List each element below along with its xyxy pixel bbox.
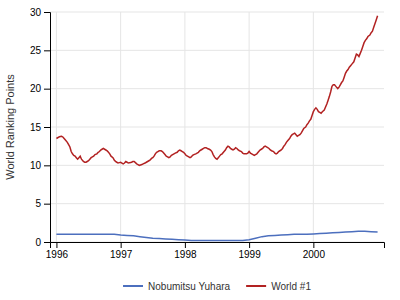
y-tick-mark — [44, 89, 50, 90]
y-tick-mark — [44, 50, 50, 51]
legend-label: World #1 — [271, 281, 311, 292]
y-tick-label: 15 — [30, 122, 42, 133]
y-tick-label: 25 — [30, 45, 42, 56]
grid-line-x — [313, 12, 314, 242]
x-tick: 2000 — [303, 242, 326, 260]
grid-line-y — [50, 12, 384, 13]
y-tick-label: 5 — [35, 198, 41, 209]
y-tick-mark — [44, 204, 50, 205]
y-tick: 15 — [30, 122, 50, 133]
y-tick: 0 — [35, 237, 50, 248]
grid-line-x — [184, 12, 185, 242]
series-line — [56, 231, 377, 240]
grid-line-y — [50, 50, 384, 51]
legend: Nobumitsu Yuhara World #1 — [123, 281, 311, 292]
y-tick: 30 — [30, 7, 50, 18]
x-tick-mark — [185, 242, 186, 248]
x-tick-label: 1996 — [46, 249, 69, 260]
grid-line-y — [50, 165, 384, 166]
y-tick-mark — [44, 165, 50, 166]
grid-line-y — [50, 127, 384, 128]
x-tick: 1998 — [174, 242, 197, 260]
grid-line-x — [249, 12, 250, 242]
legend-swatch — [246, 285, 266, 287]
legend-swatch — [123, 285, 143, 287]
grid-line-y — [50, 88, 384, 89]
y-tick-mark — [44, 12, 50, 13]
grid-line-x — [56, 12, 57, 242]
x-tick-mark — [121, 242, 122, 248]
x-tick: 1999 — [238, 242, 261, 260]
series-line — [56, 16, 377, 166]
y-axis-title: World Ranking Points — [4, 74, 16, 180]
x-tick-mark — [56, 242, 57, 248]
x-tick-mark — [313, 242, 314, 248]
x-axis-line — [51, 243, 385, 249]
y-axis-line — [44, 13, 51, 243]
x-tick-mark — [249, 242, 250, 248]
y-axis: 0 5 10 15 20 25 30 — [30, 7, 51, 248]
lines — [56, 16, 377, 241]
x-axis: 1996 1997 1998 1999 2000 — [46, 242, 385, 260]
x-tick-label: 1999 — [238, 249, 261, 260]
chart-container: 1996 1997 1998 1999 2000 0 5 10 15 20 25 30 World Ra… — [0, 0, 400, 300]
grid-line-x — [120, 12, 121, 242]
chart-svg: 1996 1997 1998 1999 2000 0 5 10 15 20 25 30 World Ra… — [0, 0, 400, 300]
legend-label: Nobumitsu Yuhara — [148, 281, 231, 292]
plot-area: 1996 1997 1998 1999 2000 0 5 10 15 20 25 30 — [30, 7, 385, 260]
y-tick: 25 — [30, 45, 50, 56]
y-tick-mark — [44, 127, 50, 128]
legend-item: Nobumitsu Yuhara — [123, 281, 231, 292]
x-tick: 1996 — [46, 242, 69, 260]
y-tick: 10 — [30, 160, 50, 171]
y-tick: 5 — [35, 198, 50, 209]
y-tick-label: 20 — [30, 83, 42, 94]
grid — [50, 12, 384, 242]
x-tick-label: 1998 — [174, 249, 197, 260]
y-tick-label: 0 — [35, 237, 41, 248]
y-tick-label: 10 — [30, 160, 42, 171]
grid-line-y — [50, 203, 384, 204]
x-tick-label: 2000 — [303, 249, 326, 260]
y-tick-mark — [44, 242, 50, 243]
x-tick-label: 1997 — [110, 249, 133, 260]
y-tick-label: 30 — [30, 7, 42, 18]
y-tick: 20 — [30, 83, 50, 94]
legend-item: World #1 — [246, 281, 311, 292]
x-tick: 1997 — [110, 242, 133, 260]
